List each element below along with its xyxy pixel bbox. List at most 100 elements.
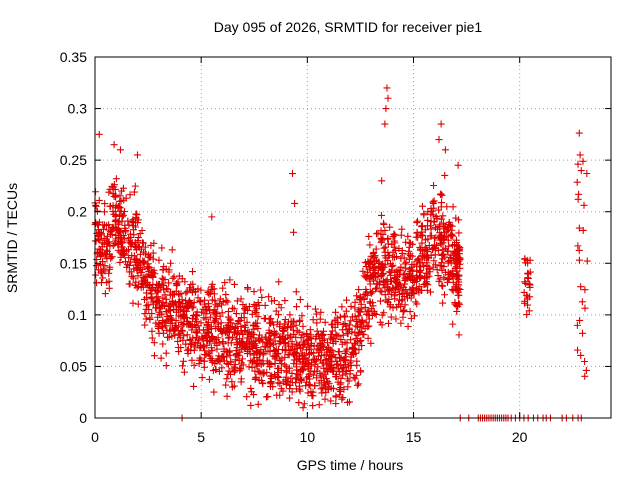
data-point [383,298,391,306]
data-point [309,316,317,324]
data-point [431,251,439,259]
data-point [230,368,238,376]
data-point [439,299,447,307]
data-point [308,392,316,400]
data-point [251,367,259,375]
data-point [526,281,534,289]
data-point [395,296,403,304]
data-point [443,278,451,286]
data-point [121,208,129,216]
data-point [325,379,333,387]
data-point [410,312,418,320]
data-point [398,225,406,233]
data-point [238,359,246,367]
data-point [221,279,229,287]
data-point [174,337,182,345]
data-point [288,369,296,377]
data-point [265,293,273,301]
data-point [332,330,340,338]
data-point [285,364,293,372]
data-point [348,328,356,336]
data-point [130,188,138,196]
data-point [370,257,378,265]
data-point [225,367,233,375]
data-point [427,210,435,218]
data-point [188,315,196,323]
data-point [200,363,208,371]
data-point [414,256,422,264]
data-point [434,272,442,280]
data-point [365,232,373,240]
data-point [324,385,332,393]
data-point [281,297,289,305]
data-point [125,280,133,288]
data-point [172,301,180,309]
data-point [212,301,220,309]
data-point [353,331,361,339]
data-point [304,389,312,397]
y-tick-label: 0.15 [60,255,87,271]
data-point [275,300,283,308]
data-point [430,182,438,190]
data-point [157,284,165,292]
data-point [362,263,370,271]
data-point [443,203,451,211]
data-point [267,319,275,327]
data-point [201,347,209,355]
data-point [130,252,138,260]
data-point [447,232,455,240]
data-point [108,224,116,232]
data-point [237,365,245,373]
data-point [296,382,304,390]
data-point [188,326,196,334]
data-point [234,328,242,336]
data-point [351,313,359,321]
data-point [284,318,292,326]
data-point [196,344,204,352]
data-point [243,339,251,347]
data-point [379,270,387,278]
data-point [223,392,231,400]
data-point [582,366,590,374]
data-point [147,294,155,302]
data-point [240,314,248,322]
data-point [128,272,136,280]
data-point [333,357,341,365]
data-point [397,303,405,311]
data-point [261,333,269,341]
data-point [452,284,460,292]
data-point [379,281,387,289]
data-point [112,193,120,201]
data-point [349,349,357,357]
data-point [378,288,386,296]
data-point [525,280,533,288]
data-point [417,286,425,294]
data-point [273,318,281,326]
data-point [223,375,231,383]
data-point [417,231,425,239]
data-point [430,197,438,205]
data-point [405,269,413,277]
data-point [276,357,284,365]
data-point [289,317,297,325]
data-point [101,200,109,208]
y-tick-label: 0.2 [68,204,88,220]
data-point [150,339,158,347]
data-point [400,289,408,297]
data-point [115,227,123,235]
data-point [199,335,207,343]
data-point [267,335,275,343]
data-point [347,317,355,325]
data-point [272,345,280,353]
data-point [293,327,301,335]
data-point [156,311,164,319]
data-point [255,368,263,376]
data-point [305,380,313,388]
data-point [114,202,122,210]
data-point [391,295,399,303]
data-point [341,363,349,371]
data-point [299,338,307,346]
data-point [238,338,246,346]
data-point [395,245,403,253]
data-point [421,273,429,281]
